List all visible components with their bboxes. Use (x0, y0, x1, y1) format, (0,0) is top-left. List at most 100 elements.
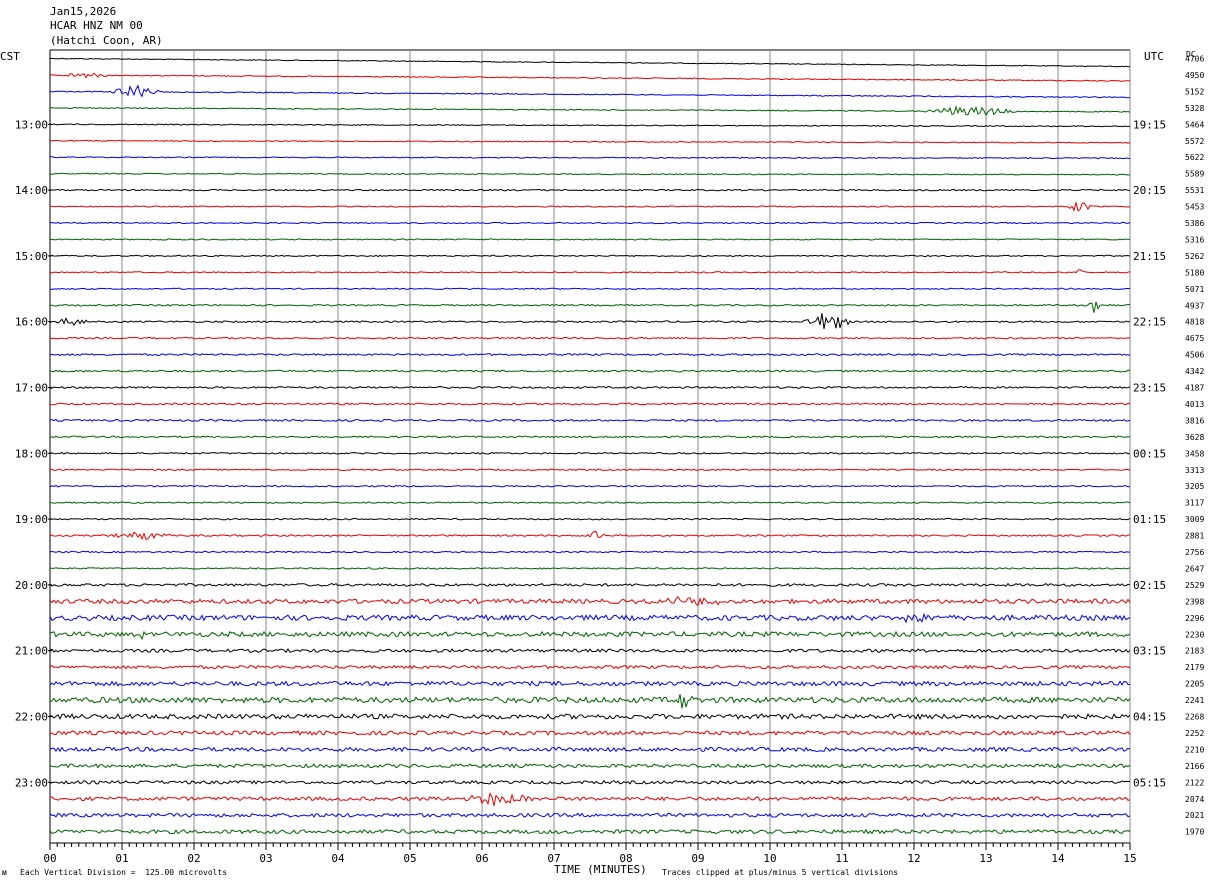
left-hour-label: 13:00 (15, 118, 48, 131)
footer-mark-icon: ᴍ (2, 868, 7, 877)
x-tick-label: 12 (907, 852, 920, 865)
trace-row-2 (49, 84, 1131, 99)
dc-offset-value: 3313 (1185, 466, 1204, 475)
right-hour-label: 21:15 (1133, 250, 1166, 263)
trace-row-18 (49, 353, 1131, 357)
dc-offset-value: 4950 (1185, 71, 1204, 80)
trace-row-24 (49, 451, 1131, 455)
trace-row-38 (49, 680, 1131, 687)
x-tick-label: 04 (331, 852, 345, 865)
dc-offset-value: 5453 (1185, 203, 1204, 212)
trace-row-39 (49, 694, 1131, 709)
trace-row-6 (49, 156, 1131, 160)
x-tick-label: 08 (619, 852, 632, 865)
right-hour-label: 22:15 (1133, 316, 1166, 329)
trace-row-22 (49, 418, 1131, 422)
dc-offset-value: 2756 (1185, 548, 1204, 557)
dc-offset-value: 4818 (1185, 318, 1204, 327)
trace-row-4 (49, 123, 1130, 128)
trace-row-35 (49, 630, 1131, 641)
trace-row-21 (49, 402, 1131, 406)
trace-row-34 (49, 612, 1131, 624)
trace-row-12 (49, 254, 1131, 258)
x-tick-label: 07 (547, 852, 560, 865)
dc-offset-value: 2205 (1185, 680, 1204, 689)
trace-row-5 (50, 139, 1131, 144)
trace-row-42 (49, 746, 1131, 753)
trace-row-9 (49, 202, 1131, 212)
header-date: Jan15,2026 (50, 5, 117, 18)
clip-note: Traces clipped at plus/minus 5 vertical … (662, 868, 899, 877)
dc-offset-value: 4013 (1185, 400, 1204, 409)
trace-row-7 (49, 172, 1131, 176)
dc-offset-value: 2122 (1185, 778, 1204, 787)
right-hour-label: 00:15 (1133, 447, 1166, 460)
axis-layer (48, 123, 1131, 850)
trace-row-0 (49, 57, 1131, 68)
left-hour-label: 14:00 (15, 184, 48, 197)
dc-offset-value: 2881 (1185, 532, 1204, 541)
dc-offset-value: 3816 (1185, 416, 1204, 425)
dc-offset-value: 2179 (1185, 663, 1204, 672)
left-hour-label: 15:00 (15, 250, 48, 263)
dc-offset-value: 3009 (1185, 515, 1204, 524)
dc-offset-value: 2296 (1185, 614, 1204, 623)
dc-offset-value: 4506 (1185, 351, 1204, 360)
trace-row-3 (49, 105, 1131, 117)
x-tick-label: 10 (763, 852, 776, 865)
dc-offset-value: 2166 (1185, 762, 1204, 771)
trace-row-25 (49, 468, 1131, 471)
trace-row-14 (49, 287, 1131, 290)
left-hour-label: 22:00 (15, 711, 48, 724)
dc-offset-value: 5152 (1185, 87, 1204, 96)
dc-offset-value: 3117 (1185, 499, 1204, 508)
dc-offset-value: 5464 (1185, 120, 1204, 129)
header-location: (Hatchi Coon, AR) (50, 34, 163, 47)
trace-row-44 (49, 779, 1131, 785)
dc-offset-value: 5572 (1185, 137, 1204, 146)
x-tick-label: 00 (43, 852, 56, 865)
dc-offset-value: 5316 (1185, 235, 1204, 244)
x-tick-label: 03 (259, 852, 272, 865)
trace-row-33 (49, 595, 1131, 607)
trace-row-41 (49, 730, 1131, 736)
x-tick-label: 02 (187, 852, 200, 865)
dc-label: DC (1186, 50, 1196, 59)
trace-row-15 (50, 301, 1131, 313)
right-hour-label: 03:15 (1133, 645, 1166, 658)
dc-offset-value: 4342 (1185, 367, 1204, 376)
right-hour-label: 05:15 (1133, 776, 1166, 789)
trace-row-27 (49, 501, 1131, 504)
left-hour-label: 23:00 (15, 776, 48, 789)
trace-row-47 (49, 828, 1131, 835)
trace-row-10 (49, 221, 1131, 225)
trace-row-37 (49, 664, 1131, 670)
right-hour-label: 02:15 (1133, 579, 1166, 592)
dc-offset-value: 5180 (1185, 268, 1204, 277)
trace-layer (49, 57, 1131, 835)
trace-row-20 (49, 386, 1131, 390)
dc-offset-value: 2529 (1185, 581, 1204, 590)
scale-note: Each Vertical Division = 125.00 microvol… (20, 868, 228, 877)
dc-offset-value: 3458 (1185, 449, 1204, 458)
dc-offset-value: 2241 (1185, 696, 1204, 705)
x-tick-label: 09 (691, 852, 704, 865)
trace-row-13 (49, 268, 1131, 274)
left-hour-label: 17:00 (15, 382, 48, 395)
left-hour-label: 21:00 (15, 645, 48, 658)
dc-offset-value: 5071 (1185, 285, 1204, 294)
dc-offset-value: 5589 (1185, 170, 1204, 179)
dc-offset-value: 2268 (1185, 713, 1204, 722)
dc-offset-value: 3205 (1185, 482, 1204, 491)
dc-offset-value: 4937 (1185, 301, 1204, 310)
dc-offset-value: 5328 (1185, 104, 1204, 113)
grid-layer (49, 49, 1131, 843)
left-hour-label: 20:00 (15, 579, 48, 592)
trace-row-26 (49, 484, 1130, 488)
right-hour-label: 01:15 (1133, 513, 1166, 526)
trace-row-31 (49, 567, 1131, 570)
dc-offset-value: 5262 (1185, 252, 1204, 261)
trace-row-23 (49, 435, 1131, 439)
trace-row-28 (49, 517, 1131, 521)
